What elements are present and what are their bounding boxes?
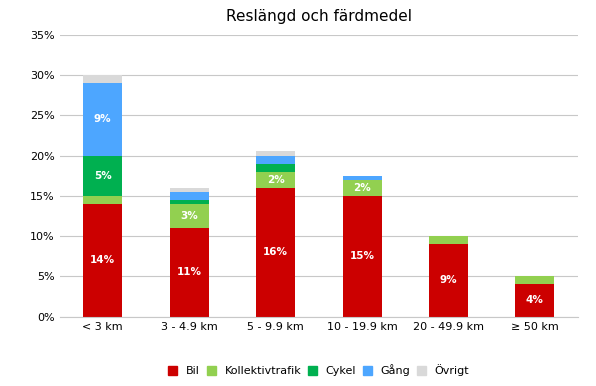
Bar (429, 236, 468, 244)
Bar (516, 276, 554, 284)
Bar (343, 176, 381, 179)
Text: 9%: 9% (94, 114, 111, 124)
Bar (170, 228, 209, 317)
Text: 2%: 2% (267, 174, 284, 185)
Text: 15%: 15% (350, 251, 374, 261)
Bar (343, 196, 381, 317)
Bar (170, 204, 209, 228)
Bar (170, 188, 209, 192)
Bar (256, 151, 295, 156)
Bar (83, 156, 122, 196)
Text: 4%: 4% (526, 295, 544, 305)
Bar (83, 75, 122, 83)
Text: 16%: 16% (263, 247, 288, 257)
Text: 5%: 5% (94, 171, 111, 181)
Text: 14%: 14% (90, 255, 116, 265)
Bar (516, 284, 554, 317)
Bar (83, 204, 122, 317)
Bar (83, 196, 122, 204)
Text: 11%: 11% (177, 267, 201, 277)
Bar (170, 200, 209, 204)
Bar (256, 156, 295, 164)
Text: 3%: 3% (181, 211, 198, 221)
Bar (256, 164, 295, 172)
Title: Reslängd och färdmedel: Reslängd och färdmedel (226, 9, 412, 24)
Legend: Bil, Kollektivtrafik, Cykel, Gång, Övrigt: Bil, Kollektivtrafik, Cykel, Gång, Övrig… (168, 364, 470, 376)
Bar (256, 188, 295, 317)
Bar (256, 172, 295, 188)
Text: 2%: 2% (353, 183, 371, 193)
Bar (343, 179, 381, 196)
Bar (83, 83, 122, 156)
Text: 9%: 9% (440, 275, 457, 285)
Bar (429, 244, 468, 317)
Bar (170, 192, 209, 200)
